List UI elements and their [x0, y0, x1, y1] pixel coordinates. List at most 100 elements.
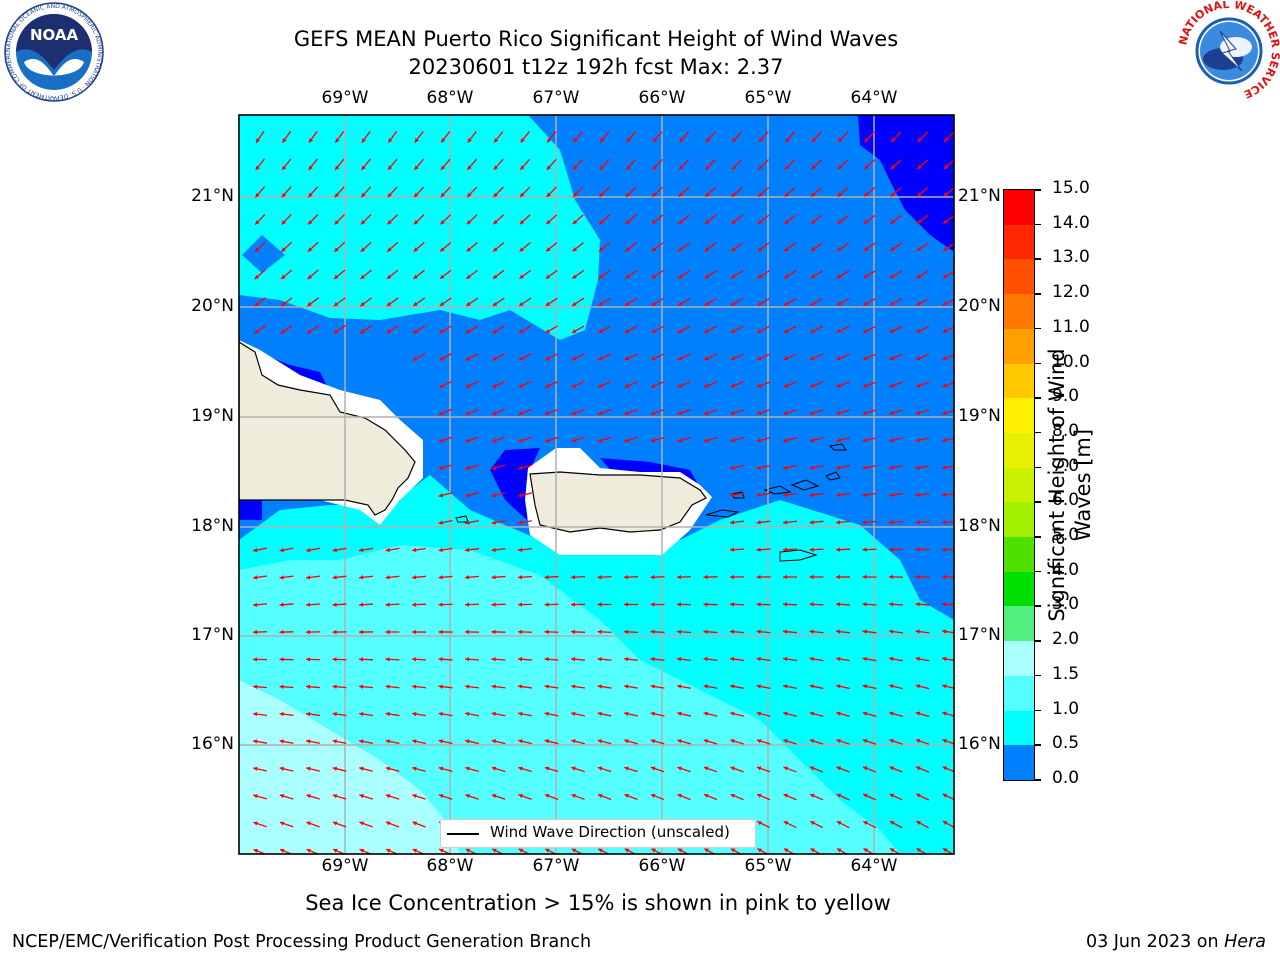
- wave-direction-arrow: [598, 242, 611, 252]
- wave-direction-arrow: [438, 711, 453, 717]
- wave-direction-arrow: [572, 158, 584, 171]
- wave-direction-arrow: [730, 325, 744, 334]
- wave-direction-arrow: [678, 159, 690, 170]
- wave-direction-arrow: [599, 186, 610, 198]
- wave-direction-arrow: [809, 381, 824, 388]
- wave-direction-arrow: [544, 739, 559, 745]
- wave-direction-arrow: [359, 739, 373, 745]
- wave-direction-arrow: [756, 602, 771, 607]
- wave-direction-arrow: [703, 793, 718, 801]
- wave-direction-arrow: [519, 214, 531, 225]
- wave-direction-arrow: [651, 297, 664, 307]
- wave-direction-arrow: [412, 739, 426, 745]
- wave-direction-arrow: [624, 297, 638, 307]
- colorbar-tick-mark: [1035, 779, 1041, 781]
- wave-direction-arrow: [915, 574, 930, 580]
- wave-direction-arrow: [385, 766, 400, 772]
- wave-direction-arrow: [783, 464, 797, 470]
- wave-direction-arrow: [836, 711, 850, 717]
- colorbar-tick-mark: [1035, 431, 1041, 434]
- wave-direction-arrow: [810, 270, 823, 279]
- wave-direction-arrow: [889, 711, 903, 718]
- wave-direction-arrow: [704, 242, 717, 252]
- colorbar-tick-mark: [1035, 362, 1041, 365]
- wave-direction-arrow: [360, 269, 372, 280]
- wave-direction-arrow: [889, 242, 903, 252]
- wave-direction-arrow: [942, 847, 954, 854]
- lat-label-left: 18°N: [191, 516, 234, 536]
- wave-direction-arrow: [597, 381, 612, 388]
- wind-wave-arrows: [252, 130, 954, 854]
- wave-direction-arrow: [438, 464, 453, 470]
- wave-direction-arrow: [677, 848, 690, 854]
- wave-direction-arrow: [784, 131, 796, 143]
- contour-0-0p5-ne: [858, 115, 954, 252]
- wave-direction-arrow: [625, 214, 637, 225]
- wave-direction-arrow: [625, 242, 637, 252]
- wave-direction-arrow: [915, 437, 930, 443]
- wave-direction-arrow: [729, 629, 745, 634]
- wave-direction-arrow: [252, 711, 268, 717]
- colorbar-tick-label: 8.0: [1052, 420, 1080, 441]
- colorbar-tick-label: 9.0: [1052, 386, 1080, 407]
- wave-direction-arrow: [784, 159, 796, 170]
- wave-direction-arrow: [281, 130, 292, 144]
- wave-direction-arrow: [625, 131, 637, 143]
- wave-direction-arrow: [650, 436, 665, 443]
- wave-direction-arrow: [862, 574, 877, 580]
- wave-direction-arrow: [438, 602, 453, 607]
- wave-direction-arrow: [651, 325, 664, 334]
- wave-direction-arrow: [279, 766, 294, 772]
- colorbar-segment: [1004, 432, 1034, 469]
- wave-direction-arrow: [491, 408, 506, 416]
- wave-direction-arrow: [358, 711, 374, 717]
- wave-direction-arrow: [518, 492, 532, 498]
- wave-direction-arrow: [862, 766, 877, 773]
- wave-direction-arrow: [623, 602, 639, 607]
- contour-1p5-2: [239, 545, 900, 854]
- wave-direction-arrow: [252, 657, 268, 662]
- wave-direction-arrow: [544, 629, 559, 635]
- wave-direction-arrow: [544, 684, 559, 689]
- colorbar-tick-label: 13.0: [1052, 247, 1090, 268]
- wave-direction-arrow: [597, 739, 612, 745]
- colorbar-tick-label: 11.0: [1052, 316, 1090, 337]
- wave-direction-arrow: [545, 297, 558, 307]
- wave-direction-arrow: [810, 242, 823, 252]
- colorbar-label: Significant Height of Wind Waves [m]: [1044, 285, 1096, 685]
- wave-direction-arrow: [835, 492, 851, 498]
- wave-direction-arrow: [729, 574, 745, 580]
- wave-direction-arrow: [438, 408, 453, 416]
- wave-direction-arrow: [809, 492, 824, 498]
- wave-direction-arrow: [491, 547, 506, 553]
- wave-direction-arrow: [915, 520, 930, 525]
- wave-direction-arrow: [916, 847, 928, 854]
- colorbar-tick-label: 3.0: [1052, 594, 1080, 615]
- map-frame: [238, 114, 955, 855]
- wave-direction-arrow: [385, 575, 400, 580]
- wave-direction-arrow: [254, 214, 266, 225]
- wave-direction-arrow: [756, 766, 771, 773]
- wave-direction-arrow: [518, 848, 531, 854]
- wave-direction-arrow: [888, 574, 904, 580]
- noaa-logo: NATIONAL OCEANIC AND ATMOSPHERIC ADMINIS…: [4, 2, 104, 102]
- wave-direction-arrow: [520, 131, 530, 143]
- wave-direction-arrow: [358, 684, 374, 689]
- wave-direction-arrow: [359, 794, 373, 800]
- wave-direction-arrow: [465, 408, 479, 416]
- wave-direction-arrow: [517, 547, 533, 553]
- wave-direction-arrow: [570, 574, 586, 580]
- land-st-thomas: [763, 485, 792, 495]
- lon-label-top: 65°W: [744, 88, 792, 108]
- colorbar-tick-mark: [1035, 258, 1041, 260]
- wave-direction-arrow: [491, 793, 506, 800]
- land-vieques: [705, 509, 740, 518]
- wave-direction-arrow: [385, 657, 400, 662]
- wave-direction-arrow: [571, 325, 585, 334]
- wave-direction-arrow: [438, 520, 453, 525]
- lon-label-bottom: 68°W: [426, 856, 474, 876]
- wave-direction-arrow: [836, 353, 850, 361]
- wave-direction-arrow: [306, 794, 320, 800]
- wave-direction-arrow: [466, 241, 478, 253]
- wave-direction-arrow: [571, 766, 585, 773]
